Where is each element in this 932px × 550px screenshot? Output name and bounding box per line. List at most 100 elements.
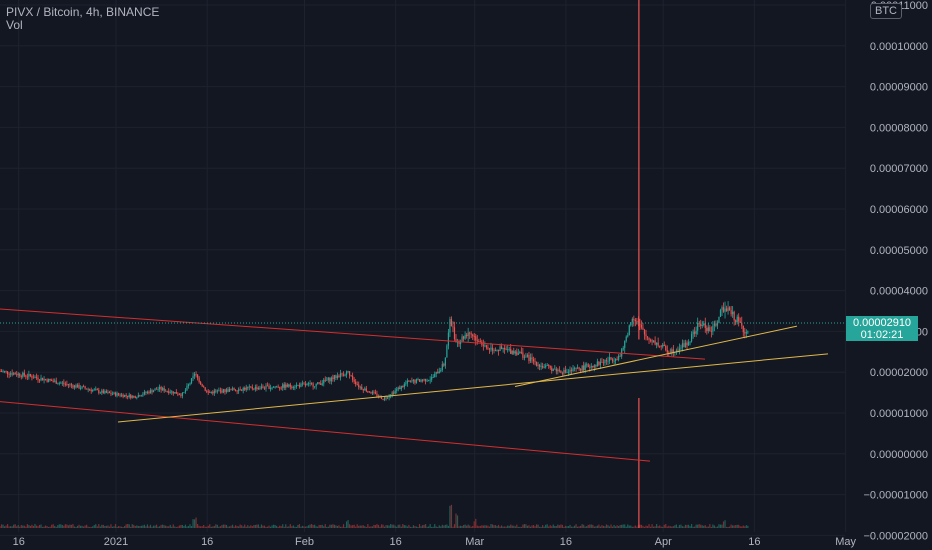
- candle-body: [645, 334, 647, 337]
- volume-indicator-label[interactable]: Vol: [6, 18, 23, 32]
- candle-body: [649, 339, 652, 341]
- candle-body: [435, 371, 437, 375]
- candle-body: [251, 387, 253, 389]
- candle-body: [573, 367, 576, 369]
- candle-body: [510, 348, 512, 354]
- candle-body: [0, 371, 1, 372]
- candle-body: [124, 394, 126, 397]
- candle-body: [715, 323, 717, 326]
- volume-bar: [95, 524, 97, 528]
- candle-body: [291, 386, 293, 388]
- candle-body: [653, 340, 655, 343]
- volume-bar: [342, 524, 345, 528]
- volume-bar: [274, 524, 276, 528]
- candle-body: [736, 316, 738, 323]
- volume-bar: [288, 526, 290, 528]
- candle-body: [476, 340, 478, 342]
- volume-bar: [143, 524, 145, 528]
- volume-bar: [84, 525, 86, 528]
- candle-body: [216, 390, 218, 392]
- volume-bar: [72, 524, 74, 528]
- candle-body: [444, 357, 446, 366]
- candle-body: [344, 374, 346, 376]
- candle-body: [14, 373, 16, 375]
- candle-body: [219, 390, 221, 392]
- y-axis[interactable]: 0.000110000.000100000.000090000.00008000…: [863, 0, 928, 542]
- candle-body: [20, 376, 22, 377]
- candle-body: [545, 365, 547, 368]
- volume-bar: [732, 525, 734, 528]
- volume-bar: [745, 525, 747, 528]
- candle-body: [592, 365, 594, 368]
- volume-bar: [396, 526, 398, 528]
- volume-bar: [742, 525, 744, 528]
- volume-bar: [323, 526, 325, 528]
- volume-bar: [611, 526, 614, 528]
- yellow-trendline-long[interactable]: [117, 353, 829, 423]
- volume-bar: [561, 524, 563, 528]
- volume-bar: [190, 526, 193, 528]
- volume-bar: [555, 525, 557, 528]
- volume-bar: [649, 526, 652, 528]
- x-tick-label: 16: [13, 536, 25, 548]
- volume-bar: [175, 526, 177, 528]
- candle-body: [312, 383, 314, 387]
- volume-bar: [627, 524, 629, 528]
- candle-body: [3, 371, 6, 372]
- candle-body: [523, 356, 525, 358]
- red-trendline-upper[interactable]: [0, 308, 706, 360]
- volume-bar: [484, 525, 486, 528]
- candle-body: [122, 394, 124, 397]
- volume-bar: [581, 524, 583, 528]
- volume-bar: [721, 524, 723, 528]
- candle-body: [276, 386, 278, 388]
- volume-bar: [534, 526, 536, 528]
- candle-body: [326, 379, 328, 381]
- candle-body: [58, 382, 60, 384]
- red-trendline-lower[interactable]: [0, 401, 651, 462]
- volume-bar: [719, 524, 722, 528]
- volume-bar: [709, 524, 711, 528]
- volume-bar: [546, 524, 548, 528]
- volume-bar: [251, 526, 253, 528]
- candle-body: [304, 383, 307, 386]
- symbol-title[interactable]: PIVX / Bitcoin, 4h, BINANCE: [6, 5, 160, 19]
- candle-body: [461, 336, 463, 342]
- volume-bar: [540, 526, 542, 528]
- yellow-trendline-steep[interactable]: [514, 325, 798, 387]
- candle-body: [577, 367, 579, 369]
- volume-bar: [0, 524, 3, 528]
- volume-bar: [225, 524, 228, 528]
- x-tick-label: Apr: [655, 536, 672, 548]
- candle-body: [484, 345, 486, 347]
- volume-bar: [542, 525, 544, 528]
- candle-body: [531, 357, 533, 360]
- volume-bar: [452, 526, 454, 528]
- candle-body: [633, 318, 635, 321]
- volume-bar: [209, 524, 211, 528]
- volume-bar: [493, 525, 495, 528]
- volume-bar: [352, 525, 354, 528]
- volume-bar: [347, 520, 349, 528]
- candle-body: [350, 375, 352, 377]
- volume-bar: [525, 524, 527, 528]
- candle-body: [399, 387, 401, 390]
- candle-body: [564, 369, 567, 373]
- volume-bar: [577, 526, 579, 528]
- candle-body: [453, 327, 456, 339]
- candle-body: [116, 393, 118, 396]
- volume-bar: [333, 524, 335, 528]
- volume-bar: [134, 526, 136, 528]
- candle-body: [285, 384, 287, 388]
- candle-body: [108, 391, 111, 393]
- volume-bar: [393, 524, 395, 528]
- candle-body: [342, 374, 345, 376]
- x-axis[interactable]: 16 2021 16 Feb 16 Mar 16 Apr 16 May: [13, 536, 857, 548]
- currency-label[interactable]: BTC: [870, 3, 902, 19]
- volume-bar: [507, 525, 509, 528]
- candle-body: [25, 375, 27, 377]
- candle-body: [187, 384, 190, 386]
- volume-bar: [621, 524, 623, 528]
- candle-body: [491, 347, 494, 351]
